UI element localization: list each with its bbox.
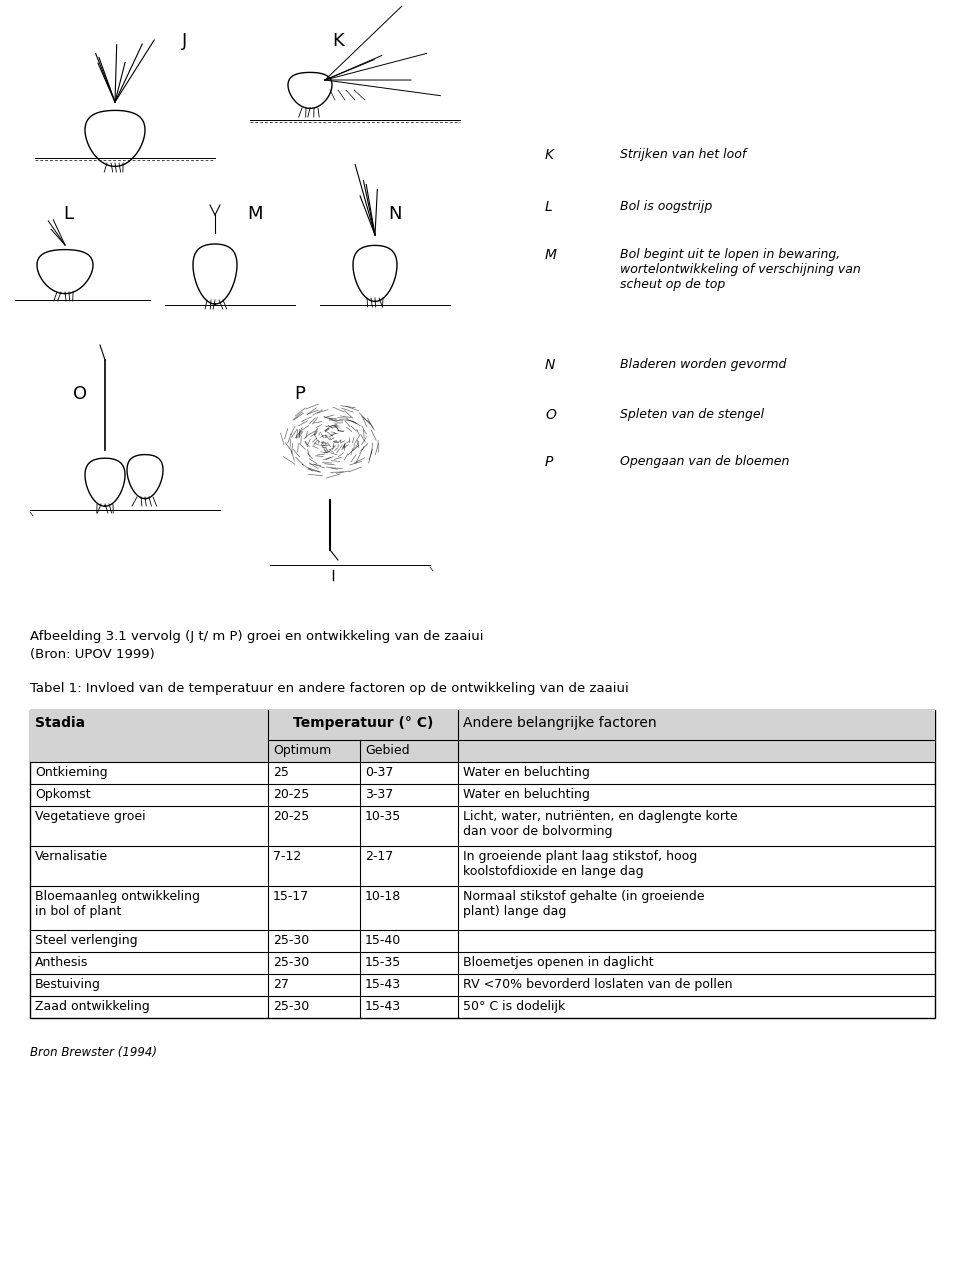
Text: RV <70% bevorderd loslaten van de pollen: RV <70% bevorderd loslaten van de pollen [463,978,732,991]
Text: Bol begint uit te lopen in bewaring,
wortelontwikkeling of verschijning van
sche: Bol begint uit te lopen in bewaring, wor… [620,247,861,291]
Text: Bron Brewster (1994): Bron Brewster (1994) [30,1046,157,1060]
Text: Bladeren worden gevormd: Bladeren worden gevormd [620,358,786,371]
Bar [360,740,458,761]
Text: L: L [63,206,73,223]
Text: Zaad ontwikkeling: Zaad ontwikkeling [35,1000,150,1013]
Bar [458,709,935,740]
Text: O: O [73,385,87,404]
Text: Afbeelding 3.1 vervolg (J t/ m P) groei en ontwikkeling van de zaaiui: Afbeelding 3.1 vervolg (J t/ m P) groei … [30,629,484,643]
Text: Ontkieming: Ontkieming [35,766,108,779]
Text: Bol is oogstrijp: Bol is oogstrijp [620,201,712,213]
Text: P: P [295,385,305,404]
Text: Water en beluchting: Water en beluchting [463,766,589,779]
Text: Tabel 1: Invloed van de temperatuur en andere factoren op de ontwikkeling van de: Tabel 1: Invloed van de temperatuur en a… [30,681,629,695]
Text: Bloemaanleg ontwikkeling
in bol of plant: Bloemaanleg ontwikkeling in bol of plant [35,890,200,917]
Text: O: O [545,409,556,423]
Text: Stadia: Stadia [35,716,85,730]
Text: N: N [388,206,401,223]
Text: (Bron: UPOV 1999): (Bron: UPOV 1999) [30,648,155,661]
Text: Opengaan van de bloemen: Opengaan van de bloemen [620,456,789,468]
Text: J: J [182,32,187,49]
Text: Bloemetjes openen in daglicht: Bloemetjes openen in daglicht [463,956,654,970]
Bar [30,709,935,740]
Text: 2-17: 2-17 [365,850,394,863]
Text: 25-30: 25-30 [273,934,309,947]
Text: Optimum: Optimum [273,744,331,758]
Text: 3-37: 3-37 [365,788,394,801]
Text: Opkomst: Opkomst [35,788,90,801]
Text: Andere belangrijke factoren: Andere belangrijke factoren [463,716,657,730]
Text: Bestuiving: Bestuiving [35,978,101,991]
Text: N: N [545,358,556,372]
Text: Spleten van de stengel: Spleten van de stengel [620,409,764,421]
Text: 15-43: 15-43 [365,1000,401,1013]
Bar [30,709,935,1018]
Bar [458,740,935,761]
Text: Vernalisatie: Vernalisatie [35,850,108,863]
Text: Strijken van het loof: Strijken van het loof [620,148,746,161]
Text: 15-40: 15-40 [365,934,401,947]
Bar [268,740,360,761]
Text: 27: 27 [273,978,289,991]
Text: 10-35: 10-35 [365,810,401,824]
Text: L: L [545,201,553,214]
Bar [30,709,268,761]
Text: 15-43: 15-43 [365,978,401,991]
Text: Gebied: Gebied [365,744,410,758]
Text: P: P [545,456,553,470]
Text: K: K [545,148,554,162]
Text: 25: 25 [273,766,289,779]
Text: Normaal stikstof gehalte (in groeiende
plant) lange dag: Normaal stikstof gehalte (in groeiende p… [463,890,705,917]
Text: Temperatuur (° C): Temperatuur (° C) [293,716,433,730]
Text: M: M [248,206,263,223]
Text: 25-30: 25-30 [273,1000,309,1013]
Text: 15-35: 15-35 [365,956,401,970]
Text: Steel verlenging: Steel verlenging [35,934,137,947]
Bar [268,709,458,740]
Text: Licht, water, nutriënten, en daglengte korte
dan voor de bolvorming: Licht, water, nutriënten, en daglengte k… [463,810,737,838]
Text: 25-30: 25-30 [273,956,309,970]
Text: M: M [545,247,557,261]
Text: In groeiende plant laag stikstof, hoog
koolstofdioxide en lange dag: In groeiende plant laag stikstof, hoog k… [463,850,697,878]
Text: 15-17: 15-17 [273,890,309,904]
Text: 7-12: 7-12 [273,850,301,863]
Text: 20-25: 20-25 [273,788,309,801]
Text: Vegetatieve groei: Vegetatieve groei [35,810,146,824]
Text: 0-37: 0-37 [365,766,394,779]
Text: 10-18: 10-18 [365,890,401,904]
Text: K: K [332,32,344,49]
Text: 50° C is dodelijk: 50° C is dodelijk [463,1000,565,1013]
Text: Water en beluchting: Water en beluchting [463,788,589,801]
Text: 20-25: 20-25 [273,810,309,824]
Text: Anthesis: Anthesis [35,956,88,970]
